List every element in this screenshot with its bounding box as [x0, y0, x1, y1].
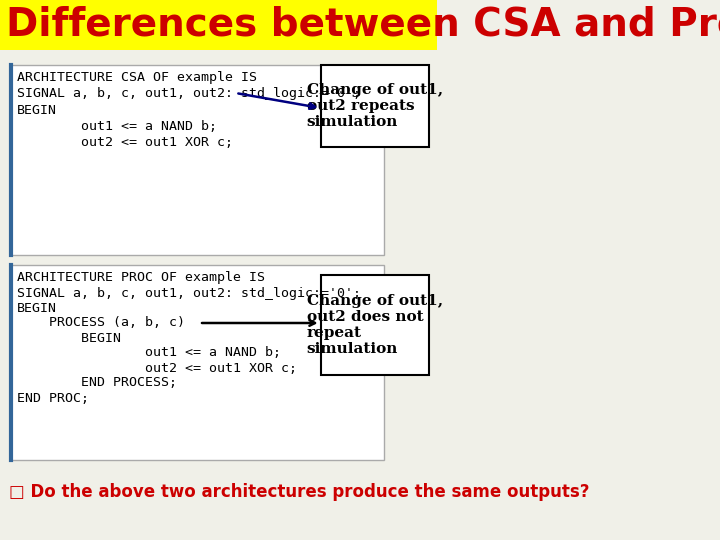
Text: END PROCESS;: END PROCESS;	[17, 376, 177, 389]
Bar	[320, 275, 428, 375]
Text: ARCHITECTURE CSA OF example IS: ARCHITECTURE CSA OF example IS	[17, 71, 257, 84]
Text: out2 <= out1 XOR c;: out2 <= out1 XOR c;	[17, 361, 297, 375]
Text: ARCHITECTURE PROC OF example IS: ARCHITECTURE PROC OF example IS	[17, 272, 265, 285]
Text: Change of out1,
out2 does not
repeat
simulation: Change of out1, out2 does not repeat sim…	[307, 294, 443, 356]
Text: out1 <= a NAND b;: out1 <= a NAND b;	[17, 120, 217, 133]
Text: Differences between CSA and Process: Differences between CSA and Process	[6, 6, 720, 44]
Text: □ Do the above two architectures produce the same outputs?: □ Do the above two architectures produce…	[9, 483, 590, 501]
Text: PROCESS (a, b, c): PROCESS (a, b, c)	[17, 316, 185, 329]
Bar	[0, 0, 437, 50]
Bar	[11, 265, 384, 460]
Text: BEGIN: BEGIN	[17, 104, 57, 117]
Bar	[11, 65, 384, 255]
Text: Change of out1,
out2 repeats
simulation: Change of out1, out2 repeats simulation	[307, 83, 443, 129]
Text: out2 <= out1 XOR c;: out2 <= out1 XOR c;	[17, 136, 233, 148]
Text: END PROC;: END PROC;	[17, 392, 89, 404]
Text: BEGIN: BEGIN	[17, 301, 57, 314]
Text: SIGNAL a, b, c, out1, out2: std_logic:='0';: SIGNAL a, b, c, out1, out2: std_logic:='…	[17, 287, 361, 300]
Text: out1 <= a NAND b;: out1 <= a NAND b;	[17, 347, 281, 360]
Text: BEGIN: BEGIN	[17, 332, 121, 345]
Bar	[320, 65, 428, 147]
Text: SIGNAL a, b, c, out1, out2: std_logic:='0';: SIGNAL a, b, c, out1, out2: std_logic:='…	[17, 86, 361, 99]
